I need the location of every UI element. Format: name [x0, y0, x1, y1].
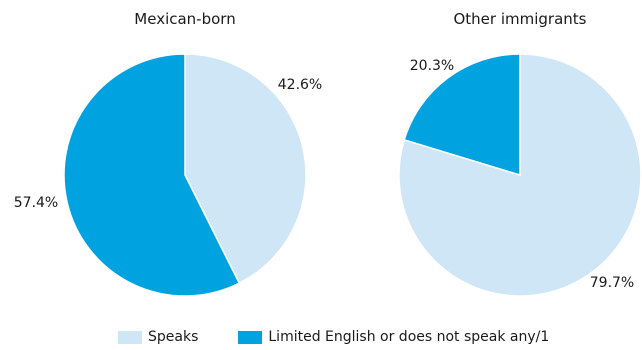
legend-item-limited: Limited English or does not speak any/1 — [238, 329, 549, 345]
pie-slice-speaks — [184, 53, 307, 285]
legend-label-speaks: Speaks — [148, 329, 199, 345]
pie-label-speaks: 79.7% — [590, 275, 634, 291]
legend: Speaks Limited English or does not speak… — [118, 329, 589, 345]
pie-label-limited: 20.3% — [410, 58, 454, 74]
pie-slice-limited — [403, 53, 521, 177]
pie-label-speaks: 42.6% — [278, 77, 322, 93]
pie-chart-2: Other immigrants 79.7% 20.3% — [398, 10, 642, 297]
pie-title: Mexican-born — [134, 10, 235, 28]
legend-swatch-limited — [238, 330, 263, 344]
pie-title: Other immigrants — [453, 10, 586, 28]
legend-item-speaks: Speaks — [118, 329, 198, 345]
pie-charts-svg: Mexican-born 42.6% 57.4% Other immigrants 79… — [14, 10, 642, 297]
pie-label-limited: 57.4% — [14, 195, 58, 211]
pie-slice-limited — [63, 53, 241, 297]
legend-label-limited: Limited English or does not speak any/1 — [268, 329, 550, 345]
pie-chart-1: Mexican-born 42.6% 57.4% — [14, 10, 322, 297]
legend-swatch-speaks — [118, 330, 142, 344]
